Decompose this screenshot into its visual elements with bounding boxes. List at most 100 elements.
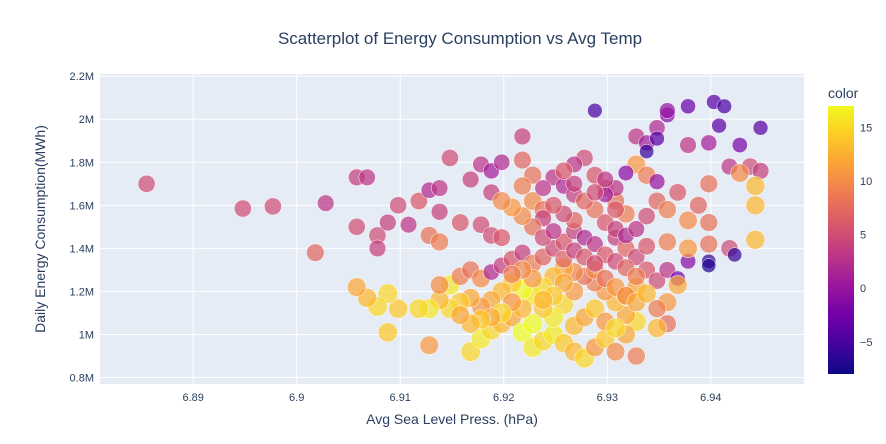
scatter-point: [617, 164, 634, 182]
scatter-point: [586, 183, 604, 202]
scatter-point: [502, 264, 522, 284]
scatter-point: [586, 254, 604, 273]
scatter-point: [554, 273, 574, 293]
x-axis-ticks: 6.89 6.9 6.91 6.92 6.93 6.94: [182, 392, 721, 404]
y-tick-label: 0.8M: [70, 373, 94, 385]
scatter-point: [408, 298, 429, 319]
scatter-point: [513, 151, 532, 170]
scatter-point: [745, 195, 766, 216]
colorbar: color −5 0 5 10 15: [828, 85, 873, 374]
y-tick-label: 1.2M: [70, 286, 94, 298]
scatter-point: [492, 191, 512, 211]
scatter-point: [689, 196, 708, 215]
scatter-point: [585, 298, 605, 319]
scatter-point: [678, 238, 698, 258]
scatter-point: [700, 134, 718, 152]
scatter-point: [264, 197, 282, 216]
scatter-point: [586, 235, 604, 253]
scatter-point: [731, 137, 748, 153]
scatter-point: [389, 196, 408, 215]
scatter-point: [347, 217, 366, 236]
scatter-point: [430, 275, 450, 295]
scatter-point: [668, 183, 687, 202]
scatter-point: [534, 179, 552, 197]
plot-area: [100, 74, 804, 384]
y-tick-label: 1.4M: [70, 243, 94, 255]
scatter-point: [647, 299, 667, 318]
scatter-point: [680, 98, 696, 115]
scatter-point: [716, 98, 732, 114]
scatter-point: [450, 305, 470, 325]
x-axis-title: Avg Sea Level Press. (hPa): [366, 411, 538, 427]
scatter-point: [745, 176, 766, 196]
scatter-point: [430, 232, 449, 252]
scatter-point: [306, 243, 325, 262]
scatter-point: [730, 163, 750, 183]
scatter-point: [647, 318, 667, 338]
x-tick-label: 6.9: [289, 392, 304, 404]
scatter-point: [388, 298, 409, 319]
chart-title: Scatterplot of Energy Consumption vs Avg…: [278, 29, 642, 48]
x-tick-label: 6.89: [182, 392, 203, 404]
scatter-point: [522, 313, 544, 334]
scatter-point: [137, 174, 156, 193]
scatter-point: [627, 346, 646, 366]
colorbar-title: color: [828, 85, 859, 101]
scatter-point: [668, 275, 688, 295]
scatter-point: [461, 170, 480, 189]
scatter-point: [492, 228, 511, 247]
scatter-point: [544, 196, 563, 215]
scatter-point: [699, 213, 718, 232]
scatter-point: [727, 247, 743, 263]
scatter-point: [679, 136, 697, 154]
scatter-point: [659, 102, 676, 119]
scatter-point: [637, 237, 656, 256]
scatter-point: [358, 168, 376, 186]
scatter-point: [533, 290, 553, 310]
scatter-point: [711, 117, 727, 134]
scatter-point: [368, 239, 387, 258]
scatter-point: [699, 234, 718, 254]
y-tick-label: 2M: [79, 114, 94, 126]
y-tick-label: 2.2M: [70, 71, 94, 83]
x-tick-label: 6.94: [700, 392, 721, 404]
scatter-point: [399, 216, 418, 234]
scatter-point: [639, 144, 655, 159]
scatter-point: [606, 200, 625, 219]
scatter-point: [606, 342, 626, 362]
scatter-point: [627, 220, 645, 238]
scatter-point: [317, 194, 335, 212]
scatter-point: [587, 102, 603, 119]
colorbar-tick-label: 5: [860, 230, 866, 242]
scatter-point: [605, 317, 626, 339]
scatter-point: [234, 199, 252, 218]
y-tick-label: 1.8M: [70, 157, 94, 169]
colorbar-tick-label: 10: [860, 176, 872, 188]
x-tick-label: 6.91: [390, 392, 411, 404]
scatter-point: [513, 176, 532, 196]
scatter-point: [627, 267, 646, 286]
x-tick-label: 6.92: [493, 392, 514, 404]
scatter-point: [451, 213, 470, 232]
colorbar-tick-label: 0: [860, 283, 866, 295]
scatter-point: [544, 222, 563, 240]
scatter-point: [377, 322, 398, 343]
scatter-point: [430, 203, 449, 221]
scatter-point: [431, 179, 449, 197]
scatter-point: [701, 258, 717, 273]
colorbar-tick-label: −5: [860, 337, 873, 349]
scatter-point: [409, 192, 428, 210]
scatter-point: [472, 215, 490, 234]
y-tick-label: 1.6M: [70, 200, 94, 212]
scatter-point: [678, 210, 698, 230]
scatter-point: [565, 175, 583, 193]
scatter-point: [441, 149, 459, 167]
scatter-point: [745, 230, 766, 250]
scatter-point: [658, 232, 677, 252]
colorbar-tick-label: 15: [860, 122, 872, 134]
scatter-point: [648, 271, 666, 290]
scatter-point: [493, 153, 511, 171]
scatter-point: [513, 127, 532, 146]
scatter-point: [752, 120, 769, 136]
